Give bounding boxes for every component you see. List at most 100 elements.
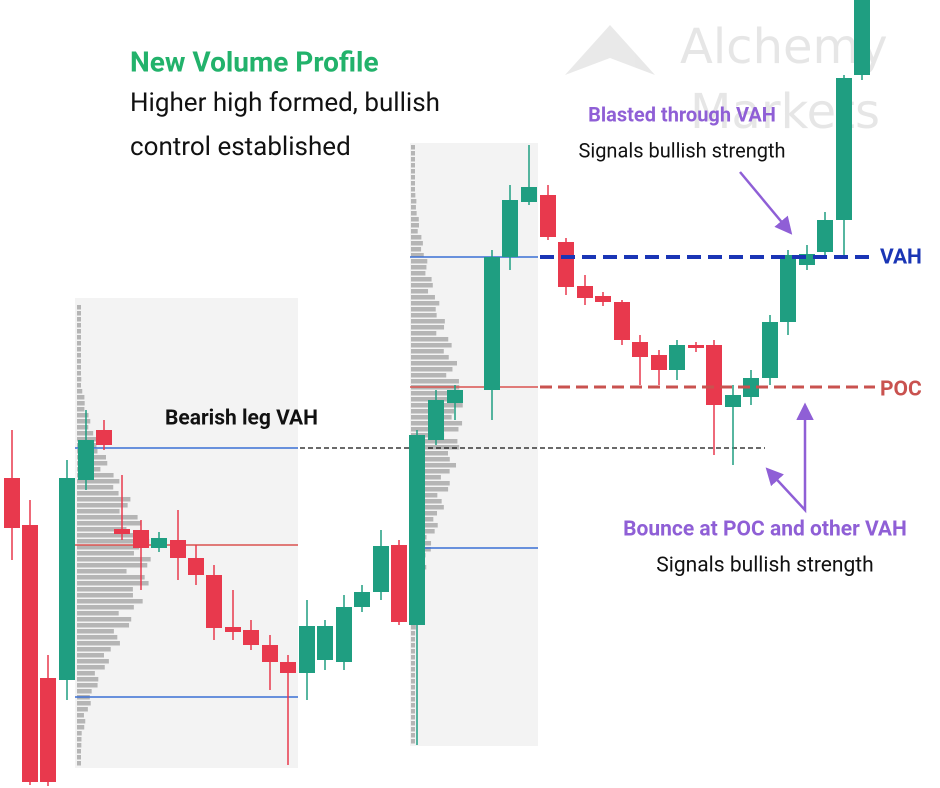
profile-bar bbox=[411, 643, 415, 648]
profile-bar bbox=[77, 479, 120, 484]
headline-title: New Volume Profile bbox=[130, 45, 379, 78]
profile-bar bbox=[77, 743, 82, 748]
watermark-text: Alchemy bbox=[680, 19, 888, 75]
profile-bar bbox=[411, 247, 422, 252]
profile-bar bbox=[411, 505, 444, 510]
profile-bar bbox=[411, 355, 449, 360]
profile-bar bbox=[411, 313, 437, 318]
profile-bar bbox=[77, 749, 81, 754]
profile-bar bbox=[411, 397, 458, 402]
profile-bar bbox=[77, 509, 120, 514]
candle-body bbox=[262, 645, 278, 662]
candle-body bbox=[854, 0, 870, 75]
profile-bar bbox=[411, 475, 441, 480]
profile-bar bbox=[411, 391, 447, 396]
headline-text: control established bbox=[130, 132, 351, 162]
profile-bar bbox=[77, 761, 81, 766]
arrow bbox=[765, 402, 814, 514]
candle-body bbox=[96, 430, 112, 445]
profile-bar bbox=[77, 503, 128, 508]
profile-bar bbox=[77, 659, 109, 664]
candle-body bbox=[59, 478, 75, 680]
candle-body bbox=[521, 187, 537, 202]
profile-bar bbox=[77, 491, 119, 496]
profile-bar bbox=[77, 647, 111, 652]
candle-body bbox=[558, 242, 574, 287]
candle-body bbox=[40, 678, 56, 782]
profile-bar bbox=[411, 661, 415, 666]
candle-body bbox=[354, 592, 370, 607]
profile-bar bbox=[77, 545, 140, 550]
profile-bar bbox=[77, 677, 99, 682]
profile-bar bbox=[77, 623, 130, 628]
profile-bar bbox=[411, 445, 460, 450]
profile-bar bbox=[411, 157, 415, 162]
candle-body bbox=[299, 626, 315, 673]
profile-bar bbox=[77, 641, 120, 646]
profile-bar bbox=[411, 733, 415, 738]
profile-bar bbox=[411, 469, 450, 474]
candle-body bbox=[743, 378, 759, 397]
profile-bar bbox=[77, 575, 145, 580]
candle-body bbox=[706, 345, 722, 405]
profile-bar bbox=[77, 581, 149, 586]
profile-bar bbox=[77, 533, 139, 538]
candle-body bbox=[133, 530, 149, 548]
profile-bar bbox=[411, 463, 457, 468]
profile-bar bbox=[411, 673, 415, 678]
profile-bar bbox=[411, 301, 440, 306]
profile-bar bbox=[411, 271, 426, 276]
candle-body bbox=[817, 220, 833, 252]
profile-bar bbox=[77, 401, 85, 406]
profile-bar bbox=[411, 319, 445, 324]
candle-body bbox=[540, 195, 556, 237]
profile-bar bbox=[77, 311, 81, 316]
profile-bar bbox=[77, 365, 81, 370]
candle-body bbox=[151, 538, 167, 548]
profile-bar bbox=[411, 151, 415, 156]
profile-bar bbox=[77, 569, 127, 574]
profile-bar bbox=[77, 425, 89, 430]
candle-body bbox=[577, 286, 593, 298]
candle-body bbox=[206, 575, 222, 628]
profile-bar bbox=[77, 377, 82, 382]
profile-bar bbox=[77, 371, 81, 376]
candle-body bbox=[243, 630, 259, 645]
candle-body bbox=[170, 540, 186, 558]
profile-bar bbox=[411, 277, 432, 282]
profile-bar bbox=[77, 653, 104, 658]
bearish-vah-label: Bearish leg VAH bbox=[165, 407, 318, 431]
bounce-title: Bounce at POC and other VAH bbox=[623, 518, 907, 542]
profile-bar bbox=[411, 211, 417, 216]
candle-body bbox=[762, 322, 778, 378]
profile-bar bbox=[411, 721, 415, 726]
candle-body bbox=[688, 345, 704, 348]
profile-bar bbox=[77, 353, 81, 358]
profile-bar bbox=[77, 737, 82, 742]
candle-body bbox=[836, 78, 852, 220]
profile-bar bbox=[77, 437, 98, 442]
candle-body bbox=[447, 390, 463, 403]
profile-bar bbox=[77, 395, 85, 400]
profile-bar bbox=[411, 265, 427, 270]
profile-bar bbox=[411, 457, 450, 462]
profile-bar bbox=[411, 739, 415, 744]
profile-bar bbox=[411, 709, 415, 714]
profile-bar bbox=[411, 169, 415, 174]
profile-bar bbox=[411, 631, 416, 636]
profile-bar bbox=[411, 217, 419, 222]
profile-bar bbox=[411, 337, 449, 342]
profile-bar bbox=[411, 307, 436, 312]
profile-bar bbox=[411, 193, 416, 198]
poc-label: POC bbox=[880, 378, 922, 402]
candle-body bbox=[428, 400, 444, 440]
profile-bar bbox=[77, 539, 150, 544]
candle-body bbox=[78, 440, 94, 480]
profile-bar bbox=[411, 199, 417, 204]
profile-bar bbox=[411, 205, 416, 210]
profile-bar bbox=[77, 305, 81, 310]
profile-bar bbox=[77, 683, 98, 688]
profile-bar bbox=[77, 701, 91, 706]
profile-bar bbox=[77, 593, 133, 598]
